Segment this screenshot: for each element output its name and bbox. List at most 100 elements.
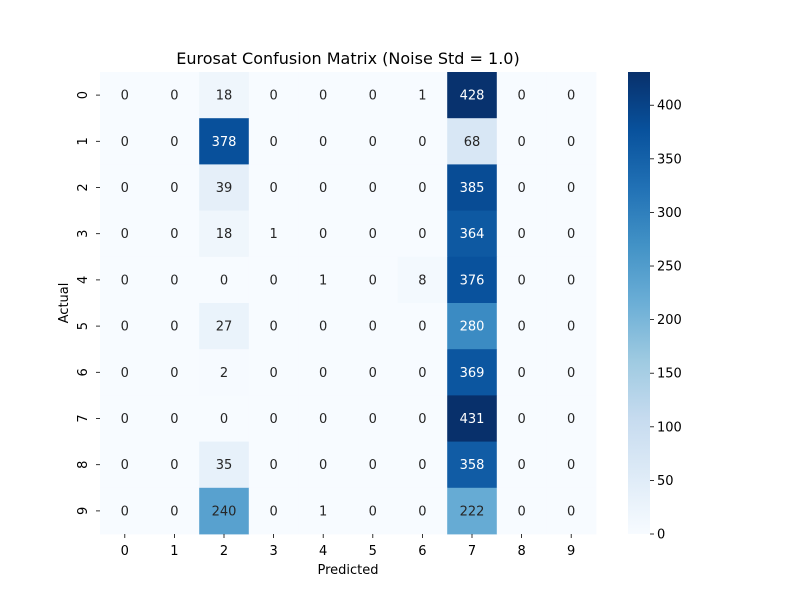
heatmap-cell [100,164,150,211]
heatmap-cell [397,441,448,489]
x-tick-label: 2 [220,544,228,559]
colorbar-tick-label: 350 [657,152,682,167]
heatmap-cell [397,72,448,119]
heatmap-cell [149,303,200,350]
cell-value-label: 0 [170,273,178,288]
heatmap-cell [546,441,597,489]
heatmap-cell [397,210,448,258]
heatmap-cell [397,164,448,211]
cell-value-label: 0 [121,227,129,242]
cell-value-label: 0 [319,366,327,381]
cell-value-label: 0 [567,412,575,427]
chart-title: Eurosat Confusion Matrix (Noise Std = 1.… [176,49,519,68]
cell-value-label: 0 [369,504,377,519]
heatmap-cell [546,395,597,442]
cell-value-label: 0 [567,135,575,150]
heatmap-cell [348,210,398,258]
cell-value-label: 0 [319,181,327,196]
heatmap-cell [496,72,547,119]
cell-value-label: 0 [567,181,575,196]
cell-value-label: 0 [170,320,178,335]
cell-value-label: 0 [517,366,525,381]
heatmap-cell [546,164,597,211]
cell-value-label: 0 [369,458,377,473]
heatmap-cell [546,72,597,119]
heatmap-cell [447,118,498,165]
y-tick-label: 4 [76,276,91,284]
cell-value-label: 1 [269,227,277,242]
colorbar-tick-label: 300 [657,206,682,221]
cell-value-label: 0 [121,273,129,288]
y-tick-label: 6 [76,368,91,376]
cell-value-label: 1 [319,273,327,288]
cell-value-label: 8 [418,273,426,288]
heatmap-cell [298,118,349,165]
heatmap-cell [100,395,150,442]
colorbar-tick-label: 50 [657,474,674,489]
cell-value-label: 0 [517,320,525,335]
colorbar-tick-label: 0 [657,528,665,543]
heatmap-cell [298,487,349,535]
cell-value-label: 0 [567,458,575,473]
cell-value-label: 0 [369,89,377,104]
heatmap-cell [248,395,299,442]
cell-value-label: 0 [319,135,327,150]
cell-value-label: 431 [460,412,485,427]
cell-value-label: 0 [319,320,327,335]
colorbar [628,72,650,534]
heatmap-cell [496,395,547,442]
cell-value-label: 0 [269,458,277,473]
heatmap-cell [298,303,349,350]
cell-value-label: 378 [212,135,237,150]
heatmap-cell [199,72,250,119]
cell-value-label: 0 [269,320,277,335]
cell-value-label: 0 [220,412,228,427]
cell-value-label: 0 [517,504,525,519]
cell-value-label: 0 [418,320,426,335]
heatmap-cell [496,118,547,165]
cell-value-label: 0 [369,273,377,288]
heatmap-cell [149,395,200,442]
heatmap-cell [248,210,299,258]
heatmap-cell [298,349,349,396]
cell-value-label: 0 [418,504,426,519]
heatmap-cell [546,349,597,396]
heatmap-cell [100,349,150,396]
heatmap-cell [248,487,299,535]
heatmap-cell [199,487,250,535]
heatmap-cell [397,118,448,165]
heatmap-cell [546,303,597,350]
cell-value-label: 0 [170,227,178,242]
cell-value-label: 280 [460,320,485,335]
cell-value-label: 39 [216,181,233,196]
heatmap-cell [149,210,200,258]
cell-value-label: 27 [216,320,233,335]
cell-value-label: 240 [212,504,237,519]
cell-value-label: 0 [517,89,525,104]
cell-value-label: 2 [220,366,228,381]
x-tick-label: 9 [567,544,575,559]
heatmap-cell [149,72,200,119]
heatmap-cell [199,303,250,350]
heatmap-cell-labels: 0 0 18 0 0 0 1 428 0 00 0 378 0 0 0 0 68 0 00 0 39 0 0 0 0 385 0 00… [121,89,576,520]
heatmap-cell [397,303,448,350]
heatmap-cell [546,487,597,535]
y-tick-label: 7 [76,414,91,422]
cell-value-label: 0 [369,320,377,335]
heatmap-cell [248,72,299,119]
colorbar-tick-label: 150 [657,367,682,382]
cell-value-label: 376 [460,273,485,288]
cell-value-label: 0 [121,135,129,150]
cell-value-label: 35 [216,458,233,473]
cell-value-label: 0 [220,273,228,288]
cell-value-label: 0 [517,135,525,150]
cell-value-label: 0 [517,412,525,427]
heatmap-cell [298,72,349,119]
cell-value-label: 0 [418,181,426,196]
cell-value-label: 0 [517,458,525,473]
cell-value-label: 0 [369,181,377,196]
heatmap-cell [199,118,250,165]
cell-value-label: 0 [567,273,575,288]
heatmap-cell [149,118,200,165]
heatmap-cell [199,395,250,442]
